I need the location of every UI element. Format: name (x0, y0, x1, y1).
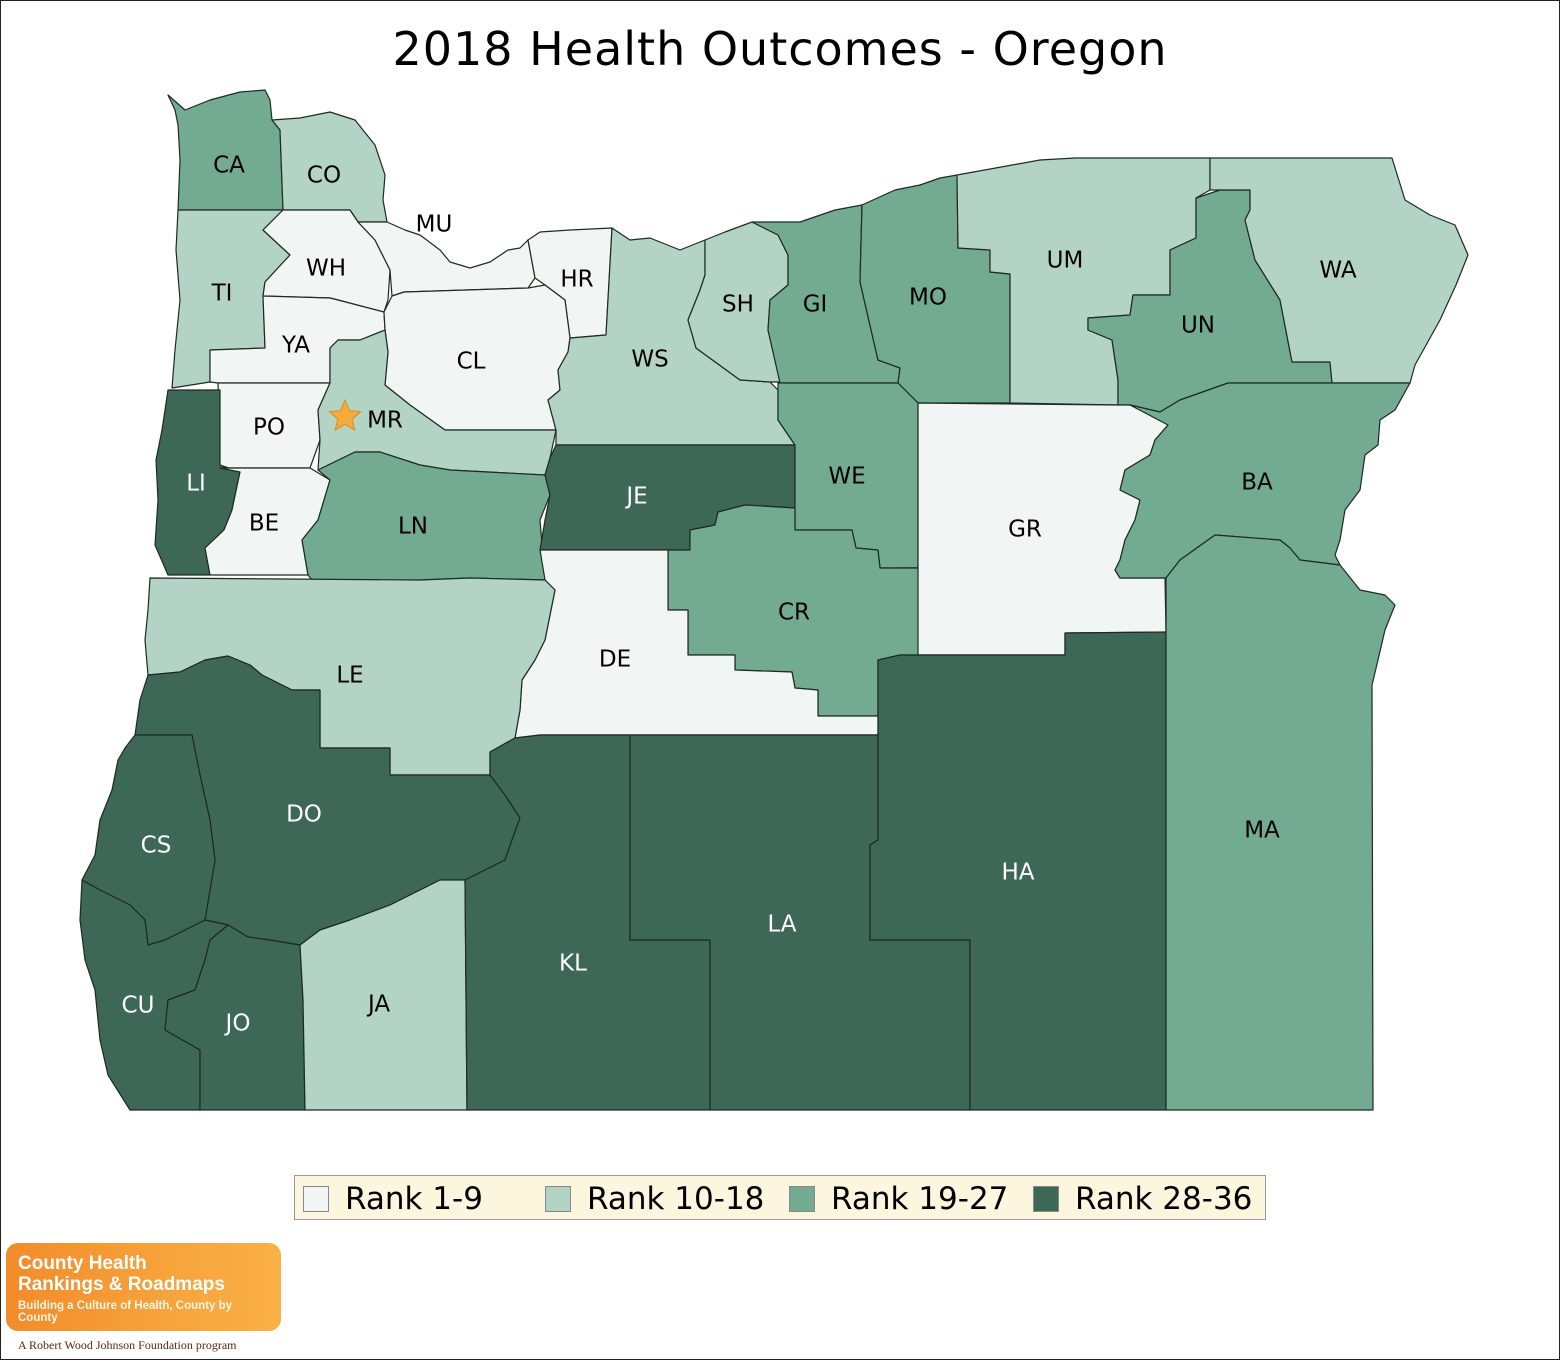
county-label-cs: CS (141, 833, 172, 859)
county-label-ca: CA (213, 153, 245, 179)
county-label-wa: WA (1319, 258, 1356, 284)
county-label-mu: MU (416, 212, 453, 238)
county-label-ws: WS (631, 347, 668, 373)
county-label-cl: CL (457, 349, 486, 375)
county-label-mo: MO (909, 285, 947, 311)
legend-item-rank-19-27: Rank 19-27 (789, 1176, 1008, 1221)
county-label-un: UN (1181, 313, 1215, 339)
county-label-hr: HR (560, 267, 593, 293)
county-label-gr: GR (1008, 517, 1042, 543)
county-label-le: LE (336, 663, 363, 689)
county-ja[interactable] (299, 879, 468, 1111)
legend-label: Rank 1-9 (345, 1180, 483, 1217)
county-label-kl: KL (559, 951, 587, 977)
logo-footer: A Robert Wood Johnson Foundation program (18, 1338, 237, 1352)
county-label-sh: SH (722, 292, 754, 318)
legend-swatch (545, 1185, 571, 1212)
county-label-po: PO (253, 415, 285, 441)
county-label-co: CO (307, 163, 341, 189)
legend-item-rank-28-36: Rank 28-36 (1033, 1176, 1252, 1221)
county-label-ba: BA (1241, 470, 1273, 496)
county-label-cu: CU (122, 993, 155, 1019)
county-label-ja: JA (366, 992, 390, 1018)
logo-tagline: Building a Culture of Health, County by … (18, 1300, 233, 1324)
county-ca[interactable] (167, 89, 284, 211)
map-legend: Rank 1-9 Rank 10-18 Rank 19-27 Rank 28-3… (294, 1175, 1266, 1220)
legend-label: Rank 19-27 (831, 1180, 1009, 1217)
county-jo[interactable] (164, 924, 306, 1111)
legend-item-rank-1-9: Rank 1-9 (303, 1176, 483, 1221)
logo-line2: Rankings & Roadmaps (18, 1274, 225, 1295)
legend-swatch (303, 1185, 329, 1212)
county-label-we: WE (828, 464, 865, 490)
county-label-cr: CR (778, 600, 810, 626)
county-label-de: DE (599, 647, 631, 673)
legend-item-rank-10-18: Rank 10-18 (545, 1176, 764, 1221)
county-label-do: DO (286, 802, 322, 828)
logo-line1: County Health (18, 1253, 147, 1274)
county-label-jo: JO (224, 1011, 251, 1037)
map-title: 2018 Health Outcomes - Oregon (392, 22, 1168, 76)
county-label-ti: TI (211, 281, 233, 307)
county-label-li: LI (186, 471, 206, 497)
county-label-um: UM (1047, 248, 1084, 274)
county-label-ya: YA (281, 333, 310, 359)
county-label-wh: WH (306, 256, 346, 282)
county-label-mr: MR (367, 408, 403, 434)
legend-label: Rank 28-36 (1075, 1180, 1253, 1217)
county-label-gi: GI (803, 292, 828, 318)
county-label-ma: MA (1244, 818, 1280, 844)
legend-swatch (789, 1185, 815, 1212)
county-label-je: JE (624, 484, 647, 510)
county-label-ha: HA (1001, 860, 1034, 886)
legend-label: Rank 10-18 (587, 1180, 765, 1217)
county-label-be: BE (249, 511, 279, 537)
legend-swatch (1033, 1185, 1059, 1212)
county-label-ln: LN (398, 514, 428, 540)
capital-star-icon (328, 398, 362, 432)
county-label-la: LA (767, 912, 796, 938)
county-mu[interactable] (357, 221, 536, 297)
county-ma[interactable] (1165, 534, 1396, 1111)
county-health-rankings-logo[interactable]: County Health Rankings & Roadmaps Buildi… (6, 1243, 281, 1331)
